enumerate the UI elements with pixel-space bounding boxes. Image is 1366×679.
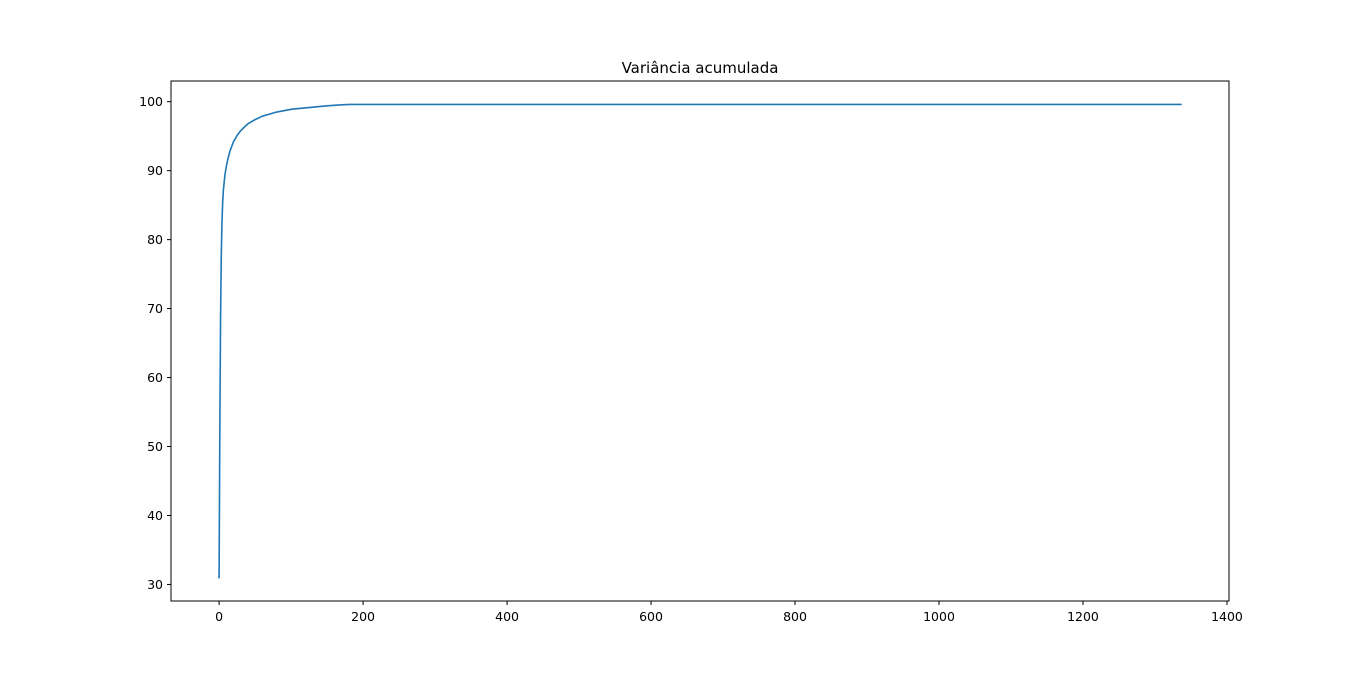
y-tick-label: 40	[147, 508, 163, 523]
plot-frame	[170, 80, 1230, 602]
y-tick-label: 100	[139, 94, 163, 109]
series-line	[218, 103, 1182, 579]
y-tick-label: 90	[147, 163, 163, 178]
y-tick-label: 80	[147, 232, 163, 247]
axis-ticks: 0 200 400 600 800 1000 1200 1400 30 40 50 60 70 80 90 1…	[139, 94, 1243, 624]
chart-title: Variância acumulada	[622, 59, 779, 77]
y-tick-label: 50	[147, 439, 163, 454]
x-tick-label: 400	[495, 609, 519, 624]
x-tick-label: 800	[783, 609, 807, 624]
y-tick-label: 70	[147, 301, 163, 316]
y-tick-label: 30	[147, 577, 163, 592]
x-tick-label: 1000	[923, 609, 955, 624]
x-tick-label: 1200	[1067, 609, 1099, 624]
y-tick-label: 60	[147, 370, 163, 385]
x-tick-label: 1400	[1211, 609, 1243, 624]
x-tick-label: 0	[215, 609, 223, 624]
x-tick-label: 600	[639, 609, 663, 624]
x-tick-label: 200	[351, 609, 375, 624]
series-layer	[218, 103, 1182, 579]
